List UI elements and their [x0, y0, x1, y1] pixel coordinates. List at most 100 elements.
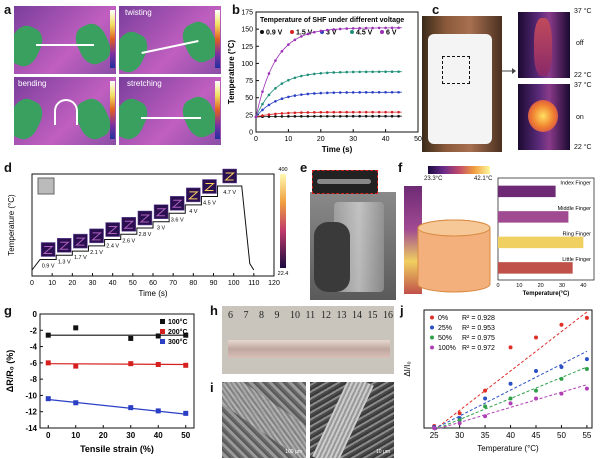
data-point	[377, 114, 381, 118]
data-point	[306, 114, 310, 118]
data-point	[390, 110, 394, 114]
data-point	[274, 87, 277, 90]
heater-pattern	[155, 208, 167, 217]
x-tick-label: 60	[149, 280, 157, 287]
x-tick-label: 100	[228, 280, 240, 287]
data-point	[293, 38, 297, 42]
data-point	[332, 114, 336, 118]
data-point	[319, 114, 323, 118]
data-point	[306, 92, 310, 96]
y-tick-label: 125	[241, 44, 253, 51]
legend-label: 100°C	[168, 318, 188, 326]
x-tick-label: 40	[109, 280, 117, 287]
data-point	[397, 90, 400, 94]
sem-scale-2: 10 μm	[376, 449, 390, 455]
off-label: off	[576, 40, 584, 47]
series-line	[255, 91, 402, 118]
legend-label: 3 V	[326, 30, 337, 37]
x-tick-label: 40	[382, 136, 390, 143]
series-line	[255, 27, 402, 117]
data-point	[45, 396, 51, 402]
y-tick-label: -4	[30, 343, 38, 352]
x-tick-label: 90	[210, 280, 218, 287]
data-point	[345, 27, 349, 30]
data-point	[559, 391, 564, 396]
heater-pattern	[139, 214, 151, 223]
data-point	[313, 92, 316, 95]
data-point	[267, 72, 271, 75]
data-point	[345, 114, 349, 118]
y-tick-label: 175	[241, 10, 253, 17]
ruler-number: 13	[336, 310, 347, 321]
data-point	[325, 71, 329, 75]
data-point	[300, 93, 303, 96]
panel-a-thermal-grid: twisting bending stretching	[14, 6, 222, 146]
panel-label-a: a	[4, 2, 12, 17]
data-point	[287, 111, 290, 115]
panel-label-f: f	[398, 160, 403, 175]
data-point	[300, 111, 303, 114]
x-tick-label: 80	[189, 280, 197, 287]
data-point	[183, 410, 189, 416]
fit-line	[434, 384, 588, 431]
fiber-strip	[228, 340, 390, 358]
data-point	[377, 70, 381, 74]
data-point	[280, 97, 284, 101]
legend-marker	[430, 345, 434, 350]
x-tick-label: 55	[582, 431, 591, 440]
f-colorbar	[428, 166, 490, 174]
arrow-icon	[502, 68, 516, 74]
data-point	[390, 70, 394, 73]
heater-pattern	[171, 199, 183, 208]
ruler-number: 12	[321, 310, 331, 321]
panel-label-j: j	[400, 303, 404, 318]
data-point	[559, 322, 564, 327]
data-point	[397, 110, 400, 114]
legend-marker	[290, 30, 294, 34]
legend-label: 0.9 V	[266, 30, 283, 37]
heater-pattern	[188, 191, 199, 200]
plot-frame	[255, 11, 419, 133]
y-tick-label: -6	[30, 359, 38, 368]
y-tick-label: -14	[25, 424, 37, 433]
data-point	[293, 115, 297, 118]
ruler-number: 14	[352, 310, 362, 321]
x-tick-label: 30	[559, 283, 565, 289]
x-tick-label: 30	[89, 280, 97, 287]
c-max-temp-top: 37 °C	[574, 8, 592, 15]
thermal-photo-rest	[14, 6, 116, 74]
data-point	[280, 115, 284, 118]
voltage-label: 2.1 V	[90, 250, 103, 256]
data-point	[584, 357, 589, 362]
x-axis-label: Tensile strain (%)	[80, 444, 154, 454]
data-point	[155, 361, 161, 367]
heater-pattern	[123, 220, 135, 229]
category-label: Ring Finger	[563, 232, 592, 238]
thermal-photo-stretching: stretching	[119, 77, 221, 145]
fit-line	[48, 363, 186, 366]
data-point	[274, 100, 277, 103]
heater-pattern	[107, 226, 118, 235]
data-point	[261, 108, 264, 112]
x-tick-label: 40	[154, 431, 163, 440]
data-point	[155, 408, 161, 414]
ruler-number: 8	[259, 310, 264, 321]
data-point	[432, 426, 437, 430]
x-axis-label: Temperature (°C)	[477, 444, 539, 453]
data-point	[261, 102, 264, 106]
x-axis-label: Time (s)	[322, 145, 353, 154]
legend-r2: R² = 0.953	[462, 325, 495, 332]
data-point	[377, 110, 381, 114]
voltage-label: 1.7 V	[74, 255, 87, 261]
legend-label: 100%	[438, 345, 456, 352]
data-point	[351, 91, 355, 94]
heater-pattern	[204, 183, 215, 191]
panel-c: 37 °C off 22 °C 37 °C on 22 °C	[420, 4, 600, 154]
data-point	[351, 27, 355, 30]
bar	[498, 185, 556, 198]
y-tick-label: 75	[245, 78, 253, 85]
legend-r2: R² = 0.975	[462, 335, 495, 342]
x-tick-label: 45	[532, 431, 541, 440]
data-point	[377, 90, 381, 94]
data-point	[351, 110, 355, 114]
